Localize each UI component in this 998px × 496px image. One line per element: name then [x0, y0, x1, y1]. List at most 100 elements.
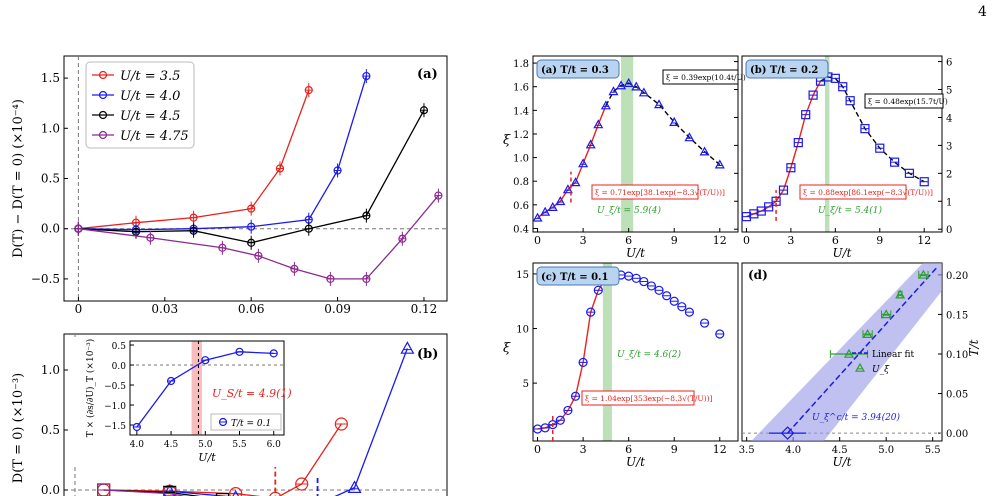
- marker-triangle: [669, 116, 680, 126]
- x-axis-label: U/t: [626, 455, 645, 469]
- data-point: [570, 391, 581, 401]
- data-point: [793, 138, 803, 148]
- y-tick-label: 0.4: [513, 224, 529, 235]
- data-point: [639, 276, 649, 287]
- fit-low-line: [537, 277, 607, 430]
- marker-triangle: [585, 139, 596, 149]
- data-point: [669, 116, 680, 126]
- data-point: [669, 296, 679, 306]
- critical-u-label: U_ξ/t = 5.9(4): [597, 205, 662, 216]
- marker-triangle: [616, 80, 627, 90]
- data-point: [247, 238, 256, 247]
- critical-u-label: U_ξ/t = 4.6(2): [617, 349, 682, 360]
- y-tick-label: 1.6: [513, 83, 529, 94]
- y-tick-label: 0.0: [41, 222, 60, 236]
- legend-label: U/t = 4.5: [120, 109, 180, 124]
- series-line: [169, 348, 408, 496]
- marker-triangle: [562, 184, 573, 194]
- panel-label: (c) T/t = 0.1: [541, 272, 609, 283]
- data-point: [860, 124, 870, 134]
- x-tick-label: 0: [743, 234, 750, 247]
- fit-low-label: ξ = 0.71exp[38.1exp(−8.3√(T/U))]: [595, 188, 725, 197]
- series: [532, 270, 725, 434]
- data-point: [146, 233, 155, 242]
- legend-marker: [98, 110, 108, 120]
- marker-triangle: [654, 99, 665, 109]
- legend-label: U_ξ: [872, 365, 890, 375]
- data-point: [881, 309, 892, 319]
- marker-triangle: [578, 158, 589, 168]
- y-axis-label: ξ: [503, 341, 511, 356]
- fit-low-line: [537, 105, 607, 219]
- data-point: [764, 202, 774, 212]
- data-point: [578, 357, 588, 367]
- x-tick-label: 12: [713, 234, 727, 247]
- fit-low-box: [591, 184, 699, 200]
- data-point: [218, 243, 227, 252]
- series-line: [78, 89, 310, 230]
- data-point: [801, 110, 811, 120]
- y-tick-label: 1: [946, 197, 952, 208]
- x-tick-label: 3.5: [739, 445, 755, 456]
- marker-triangle: [631, 81, 642, 91]
- data-point: [749, 209, 759, 219]
- legend-marker: [218, 417, 228, 427]
- x-tick-label: 12: [713, 443, 727, 456]
- x-tick-label: 6.0: [267, 440, 282, 450]
- data-point: [419, 106, 429, 115]
- panel-d-frame: [741, 262, 943, 442]
- panel-b-frame: [63, 333, 448, 496]
- y-tick-label: −1.0: [104, 402, 126, 412]
- data-point: [808, 90, 818, 100]
- y-tick-label: 10: [516, 325, 529, 336]
- y-tick-label: 2: [946, 169, 952, 180]
- y-tick-label: 6: [946, 58, 952, 69]
- x-tick-label: 9: [671, 234, 678, 247]
- data-point: [247, 222, 256, 231]
- data-point: [547, 201, 558, 211]
- marker-square: [215, 493, 230, 496]
- y-tick-label: 0.10: [946, 350, 968, 361]
- critical-u-label: U_ξ/t = 5.4(1): [818, 205, 883, 216]
- data-point: [843, 348, 854, 358]
- y-tick-label: 15: [516, 270, 529, 281]
- data-point: [778, 185, 789, 195]
- fit-high-box: [662, 69, 739, 85]
- data-point: [555, 415, 565, 425]
- legend-label: T/t = 0.1: [231, 419, 271, 429]
- panel-label: (d): [748, 268, 768, 282]
- x-tick-label: 3: [580, 443, 587, 456]
- data-point: [562, 184, 573, 194]
- y-tick-label: 5: [523, 379, 529, 390]
- marker-triangle: [684, 132, 695, 142]
- marker-triangle: [862, 328, 873, 338]
- panel-label-box: [536, 266, 620, 286]
- y-axis-label: ξ: [503, 133, 511, 148]
- y-tick-label: −0.5: [104, 382, 126, 392]
- marker-triangle: [555, 196, 566, 206]
- x-tick-label: 5.5: [925, 445, 941, 456]
- panel-label: (b): [417, 347, 438, 362]
- data-point: [586, 307, 596, 317]
- data-point: [875, 143, 885, 153]
- data-point: [347, 480, 362, 493]
- y-tick-label: 0.5: [41, 423, 60, 437]
- marker-triangle: [347, 480, 362, 493]
- inset-backdrop: [72, 337, 292, 467]
- y-axis-label: T/t: [967, 339, 981, 356]
- fit-curves: [537, 277, 607, 430]
- data-point: [434, 191, 443, 200]
- legend-marker: [98, 130, 108, 140]
- y-tick-label: 0.0: [41, 483, 60, 496]
- data-point: [593, 285, 603, 295]
- y-tick-label: 0.8: [513, 177, 529, 188]
- series: [74, 188, 443, 286]
- data-point: [166, 376, 176, 386]
- legend-marker: [98, 90, 108, 100]
- data-point: [677, 302, 687, 312]
- data-point: [97, 483, 111, 496]
- fit-high-line: [605, 82, 721, 166]
- data-point: [189, 226, 198, 235]
- data-point: [563, 405, 573, 416]
- data-point: [333, 166, 342, 175]
